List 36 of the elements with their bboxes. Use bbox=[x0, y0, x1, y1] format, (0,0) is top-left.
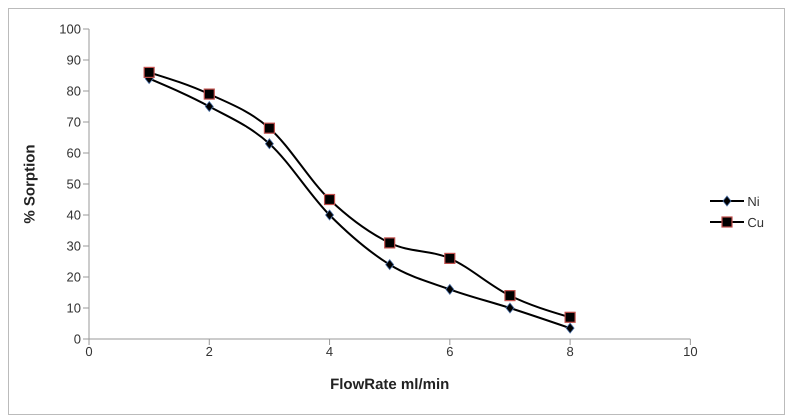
point bbox=[204, 88, 215, 100]
point bbox=[204, 101, 214, 112]
point bbox=[144, 66, 155, 78]
x-tick-label: 8 bbox=[566, 344, 574, 360]
point bbox=[325, 210, 334, 220]
y-tick-label: 10 bbox=[66, 300, 81, 316]
y-tick-label: 90 bbox=[66, 52, 81, 68]
point bbox=[444, 252, 456, 264]
legend-label: Ni bbox=[747, 194, 760, 208]
legend-label: Cu bbox=[747, 214, 764, 230]
y-tick-label: 40 bbox=[66, 208, 81, 223]
x-tick-label: 0 bbox=[85, 344, 93, 360]
y-tick-label: 30 bbox=[66, 238, 81, 254]
point bbox=[506, 302, 514, 314]
y-tick-label: 20 bbox=[66, 270, 81, 285]
point bbox=[445, 284, 454, 295]
y-tick-label: 0 bbox=[74, 332, 81, 347]
point bbox=[566, 322, 574, 334]
x-axis-title: FlowRate ml/min bbox=[330, 376, 450, 393]
x-tick-label: 6 bbox=[446, 344, 454, 360]
point bbox=[324, 194, 336, 206]
y-tick-label: 60 bbox=[66, 146, 81, 161]
point bbox=[504, 290, 516, 302]
x-tick-label: 2 bbox=[206, 344, 213, 360]
y-tick-label: 100 bbox=[59, 22, 81, 37]
point bbox=[265, 138, 274, 150]
point bbox=[264, 122, 276, 134]
x-tick-label: 10 bbox=[683, 344, 698, 360]
point bbox=[564, 312, 576, 323]
point bbox=[384, 237, 396, 248]
point bbox=[385, 259, 394, 270]
y-tick-label: 80 bbox=[66, 84, 81, 99]
y-tick-label: 50 bbox=[66, 176, 81, 192]
y-axis-title: % Sorption bbox=[21, 144, 38, 224]
y-tick-label: 70 bbox=[66, 114, 81, 130]
x-tick-label: 4 bbox=[326, 344, 334, 360]
